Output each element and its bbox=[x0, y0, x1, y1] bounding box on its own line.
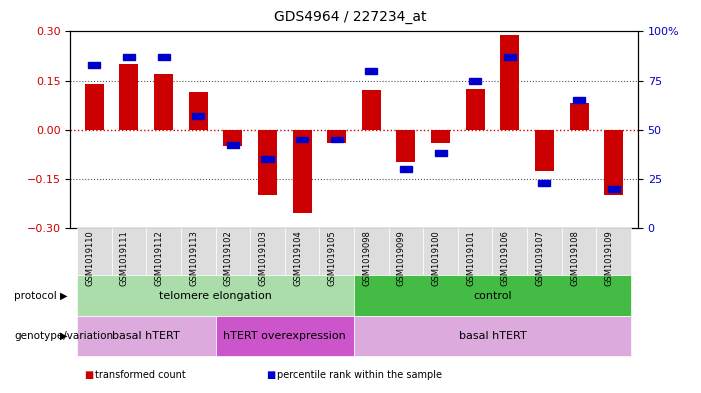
Text: basal hTERT: basal hTERT bbox=[112, 331, 180, 341]
Bar bbox=[85, 84, 104, 130]
Bar bbox=[123, 54, 135, 60]
Text: GSM1019103: GSM1019103 bbox=[259, 230, 268, 286]
Text: GSM1019109: GSM1019109 bbox=[605, 230, 613, 286]
Bar bbox=[226, 143, 239, 149]
Text: ▶: ▶ bbox=[60, 291, 67, 301]
Bar bbox=[224, 130, 243, 146]
Text: control: control bbox=[473, 291, 512, 301]
Text: GSM1019108: GSM1019108 bbox=[570, 230, 579, 286]
Bar bbox=[504, 54, 516, 60]
Bar bbox=[119, 64, 139, 130]
Bar bbox=[397, 130, 416, 162]
Bar bbox=[88, 62, 100, 68]
Text: transformed count: transformed count bbox=[95, 370, 185, 380]
Text: GSM1019104: GSM1019104 bbox=[293, 230, 302, 286]
Text: hTERT overexpression: hTERT overexpression bbox=[224, 331, 346, 341]
Text: GSM1019111: GSM1019111 bbox=[120, 230, 129, 286]
Bar bbox=[258, 130, 277, 195]
Bar bbox=[501, 35, 519, 130]
Bar bbox=[261, 156, 273, 162]
Bar bbox=[538, 180, 550, 186]
Text: telomere elongation: telomere elongation bbox=[159, 291, 272, 301]
Text: GSM1019106: GSM1019106 bbox=[501, 230, 510, 286]
Bar bbox=[400, 166, 412, 172]
Bar bbox=[327, 130, 346, 143]
Bar bbox=[154, 74, 173, 130]
Text: GSM1019100: GSM1019100 bbox=[432, 230, 440, 286]
Text: GSM1019099: GSM1019099 bbox=[397, 230, 406, 286]
Text: GSM1019110: GSM1019110 bbox=[86, 230, 95, 286]
Text: ■: ■ bbox=[84, 370, 93, 380]
Text: genotype/variation: genotype/variation bbox=[14, 331, 113, 341]
Text: GSM1019107: GSM1019107 bbox=[536, 230, 545, 286]
Text: GSM1019113: GSM1019113 bbox=[189, 230, 198, 286]
Text: GSM1019101: GSM1019101 bbox=[466, 230, 475, 286]
Text: GSM1019105: GSM1019105 bbox=[327, 230, 336, 286]
Bar bbox=[569, 103, 589, 130]
Bar bbox=[365, 68, 377, 74]
Text: ▶: ▶ bbox=[60, 331, 67, 341]
Text: ■: ■ bbox=[266, 370, 275, 380]
Bar bbox=[192, 113, 204, 119]
Bar bbox=[469, 78, 482, 84]
Bar bbox=[465, 89, 484, 130]
Text: percentile rank within the sample: percentile rank within the sample bbox=[277, 370, 442, 380]
Bar bbox=[331, 137, 343, 143]
Bar bbox=[573, 97, 585, 103]
Bar bbox=[604, 130, 623, 195]
Bar bbox=[608, 186, 620, 192]
Bar bbox=[189, 92, 207, 130]
Bar bbox=[435, 151, 447, 156]
Text: GSM1019098: GSM1019098 bbox=[362, 230, 372, 286]
Text: basal hTERT: basal hTERT bbox=[458, 331, 526, 341]
Bar bbox=[158, 54, 170, 60]
Text: protocol: protocol bbox=[14, 291, 57, 301]
Bar bbox=[431, 130, 450, 143]
Bar bbox=[362, 90, 381, 130]
Bar bbox=[296, 137, 308, 143]
Bar bbox=[535, 130, 554, 171]
Text: GDS4964 / 227234_at: GDS4964 / 227234_at bbox=[274, 10, 427, 24]
Text: GSM1019102: GSM1019102 bbox=[224, 230, 233, 286]
Text: GSM1019112: GSM1019112 bbox=[155, 230, 163, 286]
Bar bbox=[292, 130, 311, 213]
